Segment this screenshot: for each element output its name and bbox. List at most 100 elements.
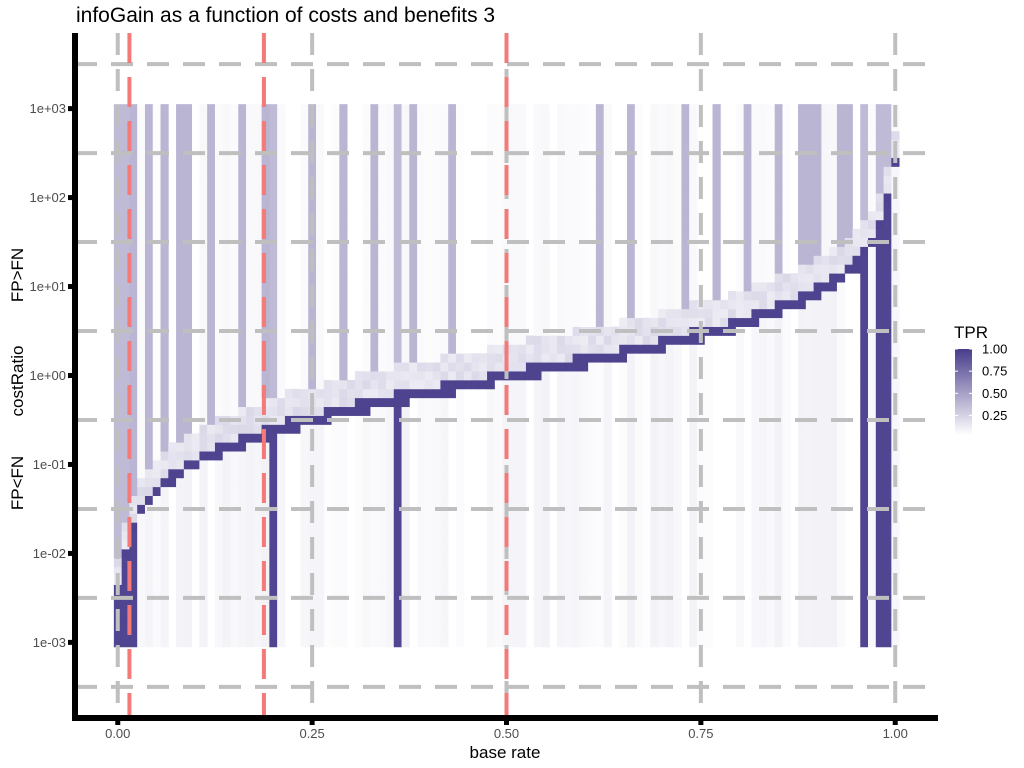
heat-cell <box>564 175 573 185</box>
heat-cell <box>222 477 231 488</box>
heat-cell <box>634 104 643 114</box>
heat-cell <box>533 130 542 141</box>
heat-cell <box>774 495 783 505</box>
heat-cell <box>144 486 154 496</box>
heat-cell <box>144 611 154 621</box>
heat-cell <box>743 202 752 212</box>
heat-cell <box>704 468 713 479</box>
heat-cell <box>883 433 892 443</box>
heat-cell <box>774 184 783 194</box>
heat-cell <box>455 371 465 381</box>
heat-cell <box>627 308 636 319</box>
heat-cell <box>222 460 231 470</box>
heat-cell <box>627 175 636 185</box>
heat-cell <box>440 379 449 390</box>
heat-cell <box>836 282 846 292</box>
heat-cell <box>798 255 807 265</box>
heat-cell <box>805 290 814 301</box>
heat-cell <box>393 104 402 114</box>
heat-cell <box>627 388 636 399</box>
heat-cell <box>370 575 379 585</box>
heat-cell <box>759 371 768 381</box>
heat-cell <box>385 433 395 443</box>
heat-cell <box>595 540 605 550</box>
heat-cell <box>417 264 426 274</box>
heat-cell <box>424 379 434 390</box>
heat-cell <box>836 121 846 132</box>
heat-cell <box>766 557 776 568</box>
heat-cell <box>152 308 161 319</box>
heat-cell <box>246 540 255 550</box>
heat-cell <box>572 193 581 203</box>
heat-cell <box>199 264 208 274</box>
heat-cell <box>689 602 698 612</box>
heat-cell <box>782 460 791 470</box>
heat-cell <box>409 379 418 390</box>
heat-cell <box>704 451 713 461</box>
heat-cell <box>362 540 371 550</box>
heat-cell <box>277 566 286 577</box>
heat-cell <box>836 264 846 274</box>
heat-cell <box>370 486 379 496</box>
heat-cell <box>440 282 449 292</box>
heat-cell <box>868 442 877 452</box>
heat-cell <box>821 557 830 568</box>
heat-cell <box>595 433 605 443</box>
heat-cell <box>362 317 371 327</box>
heat-cell <box>603 611 612 621</box>
heat-cell <box>401 629 410 639</box>
heat-cell <box>487 566 496 577</box>
heat-cell <box>595 184 605 194</box>
heat-cell <box>417 584 426 594</box>
heat-cell <box>572 184 581 194</box>
heat-cell <box>269 584 278 594</box>
heat-cell <box>362 451 371 461</box>
heat-cell <box>409 193 418 203</box>
heat-cell <box>152 353 161 363</box>
heat-cell <box>868 335 877 345</box>
heat-cell <box>696 308 706 319</box>
heat-cell <box>603 273 612 283</box>
heat-cell <box>735 629 745 639</box>
heat-cell <box>362 566 371 577</box>
heat-cell <box>696 486 706 496</box>
heat-cell <box>144 540 154 550</box>
heat-cell <box>868 620 877 630</box>
heat-cell <box>813 557 822 568</box>
heat-cell <box>891 379 900 390</box>
heat-cell <box>308 566 317 577</box>
heat-cell <box>207 255 216 265</box>
heat-cell <box>378 637 387 648</box>
heat-cell <box>230 620 239 630</box>
heat-cell <box>588 371 597 381</box>
heat-cell <box>370 282 379 292</box>
heat-cell <box>813 344 822 354</box>
heat-cell <box>627 477 636 488</box>
heat-cell <box>642 397 651 408</box>
heat-cell <box>300 424 309 434</box>
heat-cell <box>362 282 371 292</box>
heat-cell <box>277 513 286 523</box>
heat-cell <box>409 371 418 381</box>
heat-cell <box>860 148 869 158</box>
heat-cell <box>860 166 869 176</box>
heat-cell <box>331 442 340 452</box>
heat-cell <box>665 433 675 443</box>
heat-cell <box>424 113 434 123</box>
heat-cell <box>401 566 410 577</box>
heat-cell <box>564 513 573 523</box>
heat-cell <box>238 308 247 319</box>
heat-cell <box>160 460 169 470</box>
heat-cell <box>541 210 550 221</box>
heat-cell <box>868 602 877 612</box>
heat-cell <box>844 113 853 123</box>
heat-cell <box>743 237 752 247</box>
heat-cell <box>393 353 402 363</box>
heat-cell <box>821 264 830 274</box>
heat-cell <box>588 113 597 123</box>
heat-cell <box>689 113 698 123</box>
heat-cell <box>774 397 783 408</box>
heat-cell <box>665 629 675 639</box>
heat-cell <box>595 290 605 301</box>
heat-cell <box>144 629 154 639</box>
